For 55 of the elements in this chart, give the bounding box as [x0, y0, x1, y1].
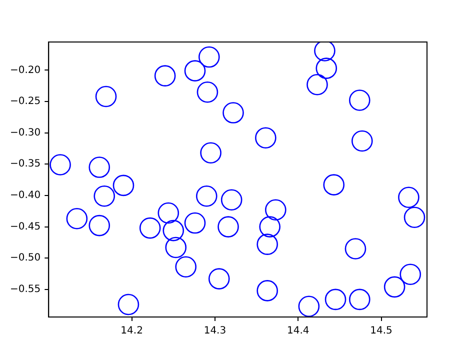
- point: [208, 268, 230, 290]
- point: [220, 189, 242, 211]
- point: [344, 238, 366, 260]
- point: [306, 74, 328, 96]
- point: [139, 217, 161, 239]
- point: [158, 202, 180, 224]
- point: [196, 81, 218, 103]
- point: [351, 130, 373, 152]
- x-tick-label: 14.3: [204, 326, 226, 337]
- x-tick-label: 14.2: [120, 326, 143, 337]
- point: [256, 234, 278, 255]
- point: [348, 90, 370, 111]
- point: [162, 220, 184, 242]
- point: [118, 294, 140, 316]
- y-tick-label: −0.20: [10, 64, 41, 76]
- point: [384, 276, 406, 298]
- y-tick-label: −0.55: [10, 284, 41, 296]
- y-tick-label: −0.35: [10, 158, 41, 170]
- point: [95, 86, 117, 108]
- point: [94, 185, 116, 207]
- point: [154, 65, 176, 86]
- point: [348, 288, 370, 310]
- point: [324, 288, 346, 310]
- y-tick-label: −0.45: [10, 221, 41, 232]
- point: [112, 174, 134, 196]
- y-tick-label: −0.25: [10, 96, 41, 108]
- x-tick-label: 14.4: [286, 326, 310, 337]
- point: [298, 296, 320, 317]
- point: [198, 46, 220, 68]
- point: [400, 264, 422, 286]
- y-tick-label: −0.50: [10, 252, 41, 264]
- point: [314, 42, 336, 62]
- point: [88, 214, 110, 236]
- point: [50, 154, 71, 176]
- point: [200, 142, 222, 164]
- x-tick-label: 14.5: [370, 326, 392, 337]
- point: [184, 212, 206, 234]
- point: [255, 127, 276, 148]
- point: [196, 185, 218, 207]
- point: [88, 156, 110, 178]
- point: [222, 102, 244, 124]
- point: [259, 216, 280, 238]
- point: [404, 206, 426, 228]
- point: [184, 60, 206, 82]
- point: [265, 199, 286, 221]
- y-tick-label: −0.30: [10, 127, 41, 138]
- point: [66, 208, 88, 230]
- point: [256, 280, 278, 302]
- point: [398, 186, 420, 208]
- point: [218, 216, 239, 238]
- y-tick-label: −0.40: [10, 190, 41, 202]
- point: [175, 256, 196, 278]
- point: [323, 174, 345, 196]
- point: [316, 58, 338, 79]
- point: [165, 236, 187, 258]
